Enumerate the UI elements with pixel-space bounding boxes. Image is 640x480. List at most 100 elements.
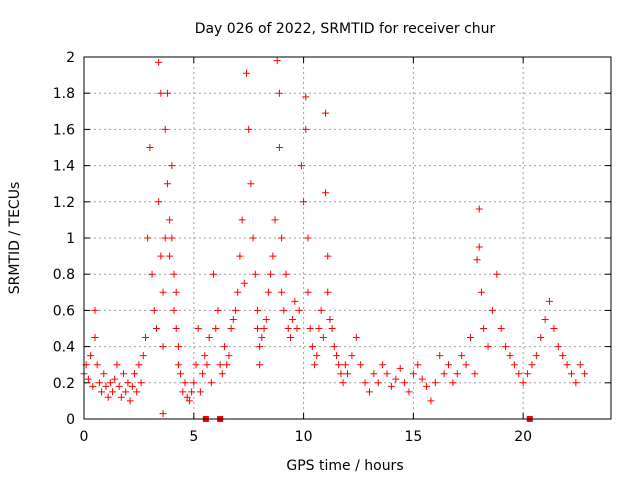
data-point <box>493 270 501 278</box>
data-point <box>253 306 261 314</box>
data-point <box>89 382 97 390</box>
data-point <box>313 352 321 360</box>
data-point <box>157 252 165 260</box>
data-point <box>453 370 461 378</box>
data-point <box>100 370 108 378</box>
data-point <box>537 334 545 342</box>
data-point <box>262 315 270 323</box>
data-point <box>196 388 204 396</box>
y-tick-label: 1 <box>66 231 75 247</box>
data-point <box>322 189 330 197</box>
data-point <box>278 288 286 296</box>
data-point <box>172 325 180 332</box>
data-point <box>348 352 356 360</box>
data-point <box>201 352 209 360</box>
y-tick-label: 0.2 <box>53 376 75 392</box>
data-point <box>242 69 250 77</box>
data-point <box>122 388 130 396</box>
x-tick-label: 15 <box>404 429 422 445</box>
y-tick-label: 1.6 <box>53 122 75 138</box>
data-point <box>370 370 378 378</box>
data-point <box>357 361 365 369</box>
data-point <box>532 352 540 360</box>
data-point <box>98 388 106 396</box>
data-point <box>297 162 305 170</box>
data-point <box>163 180 171 188</box>
data-point <box>168 234 176 242</box>
data-point <box>207 379 215 387</box>
data-point <box>352 334 360 342</box>
data-point <box>333 352 341 360</box>
data-point <box>84 375 92 383</box>
data-point <box>221 343 229 351</box>
data-point <box>473 256 481 264</box>
data-point <box>106 379 114 387</box>
data-point <box>113 361 121 369</box>
data-point <box>477 288 485 296</box>
data-point <box>282 270 290 278</box>
data-point <box>275 89 283 97</box>
data-point <box>528 361 536 369</box>
data-point <box>275 144 283 151</box>
data-point <box>304 234 312 242</box>
data-point <box>104 393 112 401</box>
y-axis-label: SRMTID / TECUs <box>7 182 23 295</box>
y-tick-label: 0.8 <box>53 267 75 283</box>
data-point <box>249 234 257 242</box>
data-point <box>190 379 198 387</box>
x-tick-label: 20 <box>514 429 532 445</box>
data-point <box>330 343 338 351</box>
data-point <box>361 379 369 387</box>
data-point <box>449 379 457 387</box>
data-point <box>286 334 294 342</box>
data-point <box>284 325 292 332</box>
axis-ticks: 00.20.40.60.811.21.41.61.820 5 10 15 20 <box>53 50 611 445</box>
data-point <box>225 352 233 360</box>
data-point <box>344 370 351 378</box>
data-point <box>554 343 562 351</box>
data-point <box>278 234 286 242</box>
data-point <box>264 288 272 296</box>
y-tick-label: 1.2 <box>53 195 75 211</box>
data-point <box>174 343 182 351</box>
data-point <box>291 297 299 305</box>
data-point <box>480 325 488 332</box>
data-point <box>302 125 310 133</box>
data-point <box>124 379 132 387</box>
data-point <box>95 379 103 387</box>
data-point <box>227 325 235 332</box>
data-point <box>497 325 505 332</box>
data-point <box>91 334 99 342</box>
data-point <box>185 397 193 405</box>
data-point <box>251 270 259 278</box>
data-point <box>436 352 444 360</box>
data-point <box>109 388 117 396</box>
data-point <box>159 410 167 418</box>
data-point <box>131 370 139 378</box>
data-point <box>304 288 312 296</box>
data-point <box>581 370 589 378</box>
data-point <box>126 397 134 405</box>
data-point <box>488 306 496 314</box>
data-point <box>379 361 387 369</box>
data-point <box>166 252 174 260</box>
data-point <box>205 334 213 342</box>
data-point <box>194 325 202 332</box>
data-point <box>146 144 154 151</box>
data-point <box>152 325 160 332</box>
data-point <box>559 352 567 360</box>
data-point <box>308 343 316 351</box>
data-point <box>238 216 246 224</box>
data-point <box>236 252 244 260</box>
x-axis-label: GPS time / hours <box>286 458 403 474</box>
data-point <box>374 379 382 387</box>
data-point <box>387 382 395 390</box>
data-point <box>117 393 125 401</box>
data-point <box>159 288 167 296</box>
data-point <box>576 361 584 369</box>
data-point <box>471 370 479 378</box>
x-tick-label: 0 <box>80 429 89 445</box>
data-point <box>87 352 95 360</box>
data-point <box>315 325 323 332</box>
data-point <box>212 325 220 332</box>
